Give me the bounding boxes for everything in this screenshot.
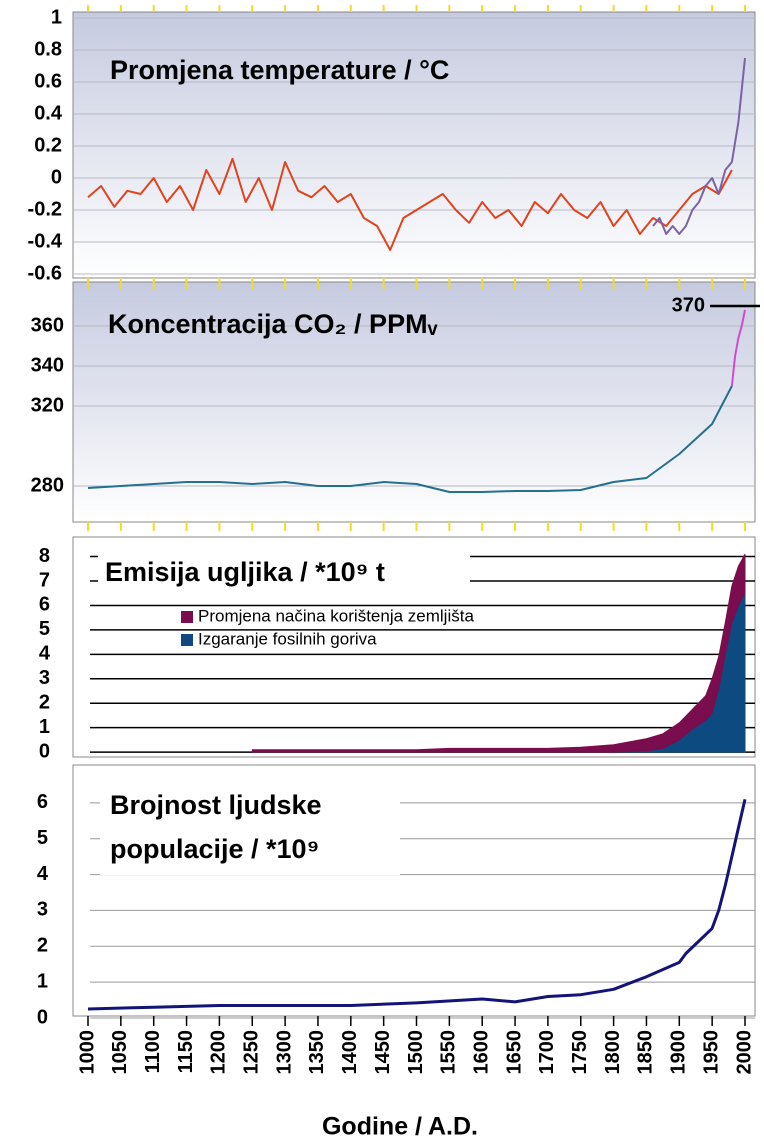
x-tick-label: 1700 (536, 1030, 558, 1075)
legend-label: Promjena načina korištenja zemljišta (198, 606, 474, 625)
y-tick-label: -0.2 (28, 198, 62, 220)
legend-swatch (181, 611, 193, 623)
x-axis-label: Godine / A.D. (322, 1113, 478, 1141)
y-tick-label: 4 (39, 643, 51, 665)
y-tick-label: -0.6 (28, 262, 62, 284)
series-line (87, 385, 733, 493)
panel-title: populacije / *10⁹ (110, 834, 319, 864)
y-tick-label: 0 (39, 740, 50, 762)
panel-title: Brojnost ljudske (110, 790, 322, 820)
y-tick-label: 280 (31, 474, 64, 496)
y-tick-label: 7 (39, 569, 50, 591)
x-tick-label: 1800 (602, 1030, 624, 1075)
x-tick-label: 1150 (175, 1030, 197, 1073)
x-tick-label: 2000 (733, 1030, 755, 1075)
x-tick-label: 1500 (405, 1030, 427, 1075)
title-bg (98, 553, 470, 593)
y-tick-label: 6 (39, 594, 50, 616)
series-line (87, 798, 747, 1011)
x-tick-label: 1450 (372, 1030, 394, 1075)
x-tick-label: 1000 (76, 1030, 98, 1075)
panel-title: Emisija ugljika / *10⁹ t (105, 557, 385, 587)
panel-bg (72, 11, 756, 279)
y-tick-label: 6 (37, 791, 48, 813)
y-tick-label: 5 (39, 618, 50, 640)
x-tick-label: 1550 (438, 1030, 460, 1075)
x-tick-label: 1350 (306, 1030, 328, 1075)
panel-title: Promjena temperature / °C (110, 55, 449, 85)
y-tick-label: 1 (39, 716, 50, 738)
x-tick-label: 1900 (668, 1030, 690, 1075)
legend-swatch (181, 634, 193, 646)
y-tick-label: 0.4 (34, 102, 63, 124)
series-line (87, 157, 733, 251)
y-tick-label: 360 (31, 314, 64, 336)
y-tick-label: 1 (37, 970, 48, 992)
x-tick-label: 1650 (503, 1030, 525, 1075)
y-tick-label: 320 (31, 394, 64, 416)
y-tick-label: 8 (39, 545, 50, 567)
y-tick-label: 2 (39, 692, 50, 714)
y-tick-label: 1 (51, 6, 62, 28)
x-tick-label: 1950 (700, 1030, 722, 1075)
marks (87, 57, 747, 1011)
x-tick-label: 1600 (470, 1030, 492, 1075)
x-tick-label: 1100 (142, 1030, 164, 1073)
y-tick-label: 3 (39, 667, 50, 689)
x-tick-label: 1300 (273, 1030, 295, 1075)
y-tick-label: 5 (37, 827, 48, 849)
y-tick-label: 0 (51, 166, 62, 188)
y-tick-label: 0 (37, 1006, 48, 1028)
annotation: 370 (672, 294, 705, 316)
y-tick-label: 0.6 (34, 70, 62, 92)
y-tick-label: 0.8 (34, 38, 62, 60)
x-tick-label: 1250 (241, 1030, 263, 1075)
y-tick-label: 3 (37, 899, 48, 921)
grids (73, 5, 755, 1026)
panel-title: Koncentracija CO₂ / PPMᵥ (108, 309, 438, 339)
y-tick-label: 340 (31, 354, 64, 376)
series-line (730, 309, 746, 387)
y-tick-label: -0.4 (28, 230, 63, 252)
y-tick-label: 4 (37, 863, 49, 885)
series-line (652, 57, 746, 235)
x-tick-label: 1050 (109, 1030, 131, 1075)
labels: -0.6 -0.4 -0.2 0 0.2 0.4 0.6 0.8 1 Promjena tempe… (28, 6, 760, 1141)
title-bg (100, 785, 400, 875)
x-tick-label: 1850 (635, 1030, 657, 1075)
y-tick-label: 2 (37, 935, 48, 957)
x-tick-label: 1200 (208, 1030, 230, 1075)
y-tick-label: 0.2 (34, 134, 62, 156)
x-tick-label: 1750 (569, 1030, 591, 1075)
x-tick-label: 1400 (339, 1030, 361, 1075)
legend-label: Izgaranje fosilnih goriva (198, 629, 377, 648)
series-area (251, 553, 746, 753)
